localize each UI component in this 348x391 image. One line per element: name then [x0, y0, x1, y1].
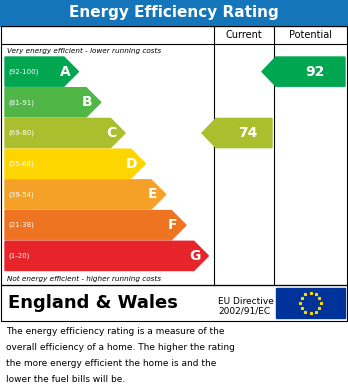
Polygon shape [5, 211, 186, 240]
Polygon shape [262, 57, 345, 86]
Bar [1, 285, 347, 321]
Text: lower the fuel bills will be.: lower the fuel bills will be. [6, 375, 125, 384]
Polygon shape [5, 57, 79, 86]
Bar [0, 0, 348, 26]
Text: (92-100): (92-100) [8, 68, 38, 75]
Text: A: A [60, 65, 70, 79]
Text: 74: 74 [238, 126, 258, 140]
Text: Not energy efficient - higher running costs: Not energy efficient - higher running co… [7, 275, 161, 282]
Polygon shape [202, 118, 272, 148]
Text: England & Wales: England & Wales [8, 294, 178, 312]
Polygon shape [5, 149, 145, 178]
Text: (69-80): (69-80) [8, 130, 34, 136]
Polygon shape [5, 241, 208, 271]
Text: (21-38): (21-38) [8, 222, 34, 228]
Text: Very energy efficient - lower running costs: Very energy efficient - lower running co… [7, 47, 161, 54]
Text: F: F [168, 218, 177, 232]
Polygon shape [5, 118, 125, 148]
Text: (81-91): (81-91) [8, 99, 34, 106]
Bar [276, 288, 345, 318]
Text: 92: 92 [305, 65, 325, 79]
Text: Potential: Potential [290, 30, 332, 40]
Text: Current: Current [226, 30, 262, 40]
Text: (55-68): (55-68) [8, 160, 34, 167]
Text: (1-20): (1-20) [8, 253, 29, 259]
Text: B: B [82, 95, 93, 109]
Text: the more energy efficient the home is and the: the more energy efficient the home is an… [6, 359, 216, 368]
Polygon shape [5, 88, 101, 117]
Text: 2002/91/EC: 2002/91/EC [218, 307, 270, 316]
Text: D: D [126, 157, 137, 171]
Text: EU Directive: EU Directive [218, 298, 274, 307]
Text: overall efficiency of a home. The higher the rating: overall efficiency of a home. The higher… [6, 343, 235, 352]
Polygon shape [5, 180, 166, 209]
Text: (39-54): (39-54) [8, 191, 34, 198]
Text: E: E [148, 187, 157, 201]
Text: G: G [189, 249, 200, 263]
Text: C: C [106, 126, 117, 140]
Text: Energy Efficiency Rating: Energy Efficiency Rating [69, 5, 279, 20]
Text: The energy efficiency rating is a measure of the: The energy efficiency rating is a measur… [6, 327, 224, 336]
Bar [1, 26, 347, 285]
